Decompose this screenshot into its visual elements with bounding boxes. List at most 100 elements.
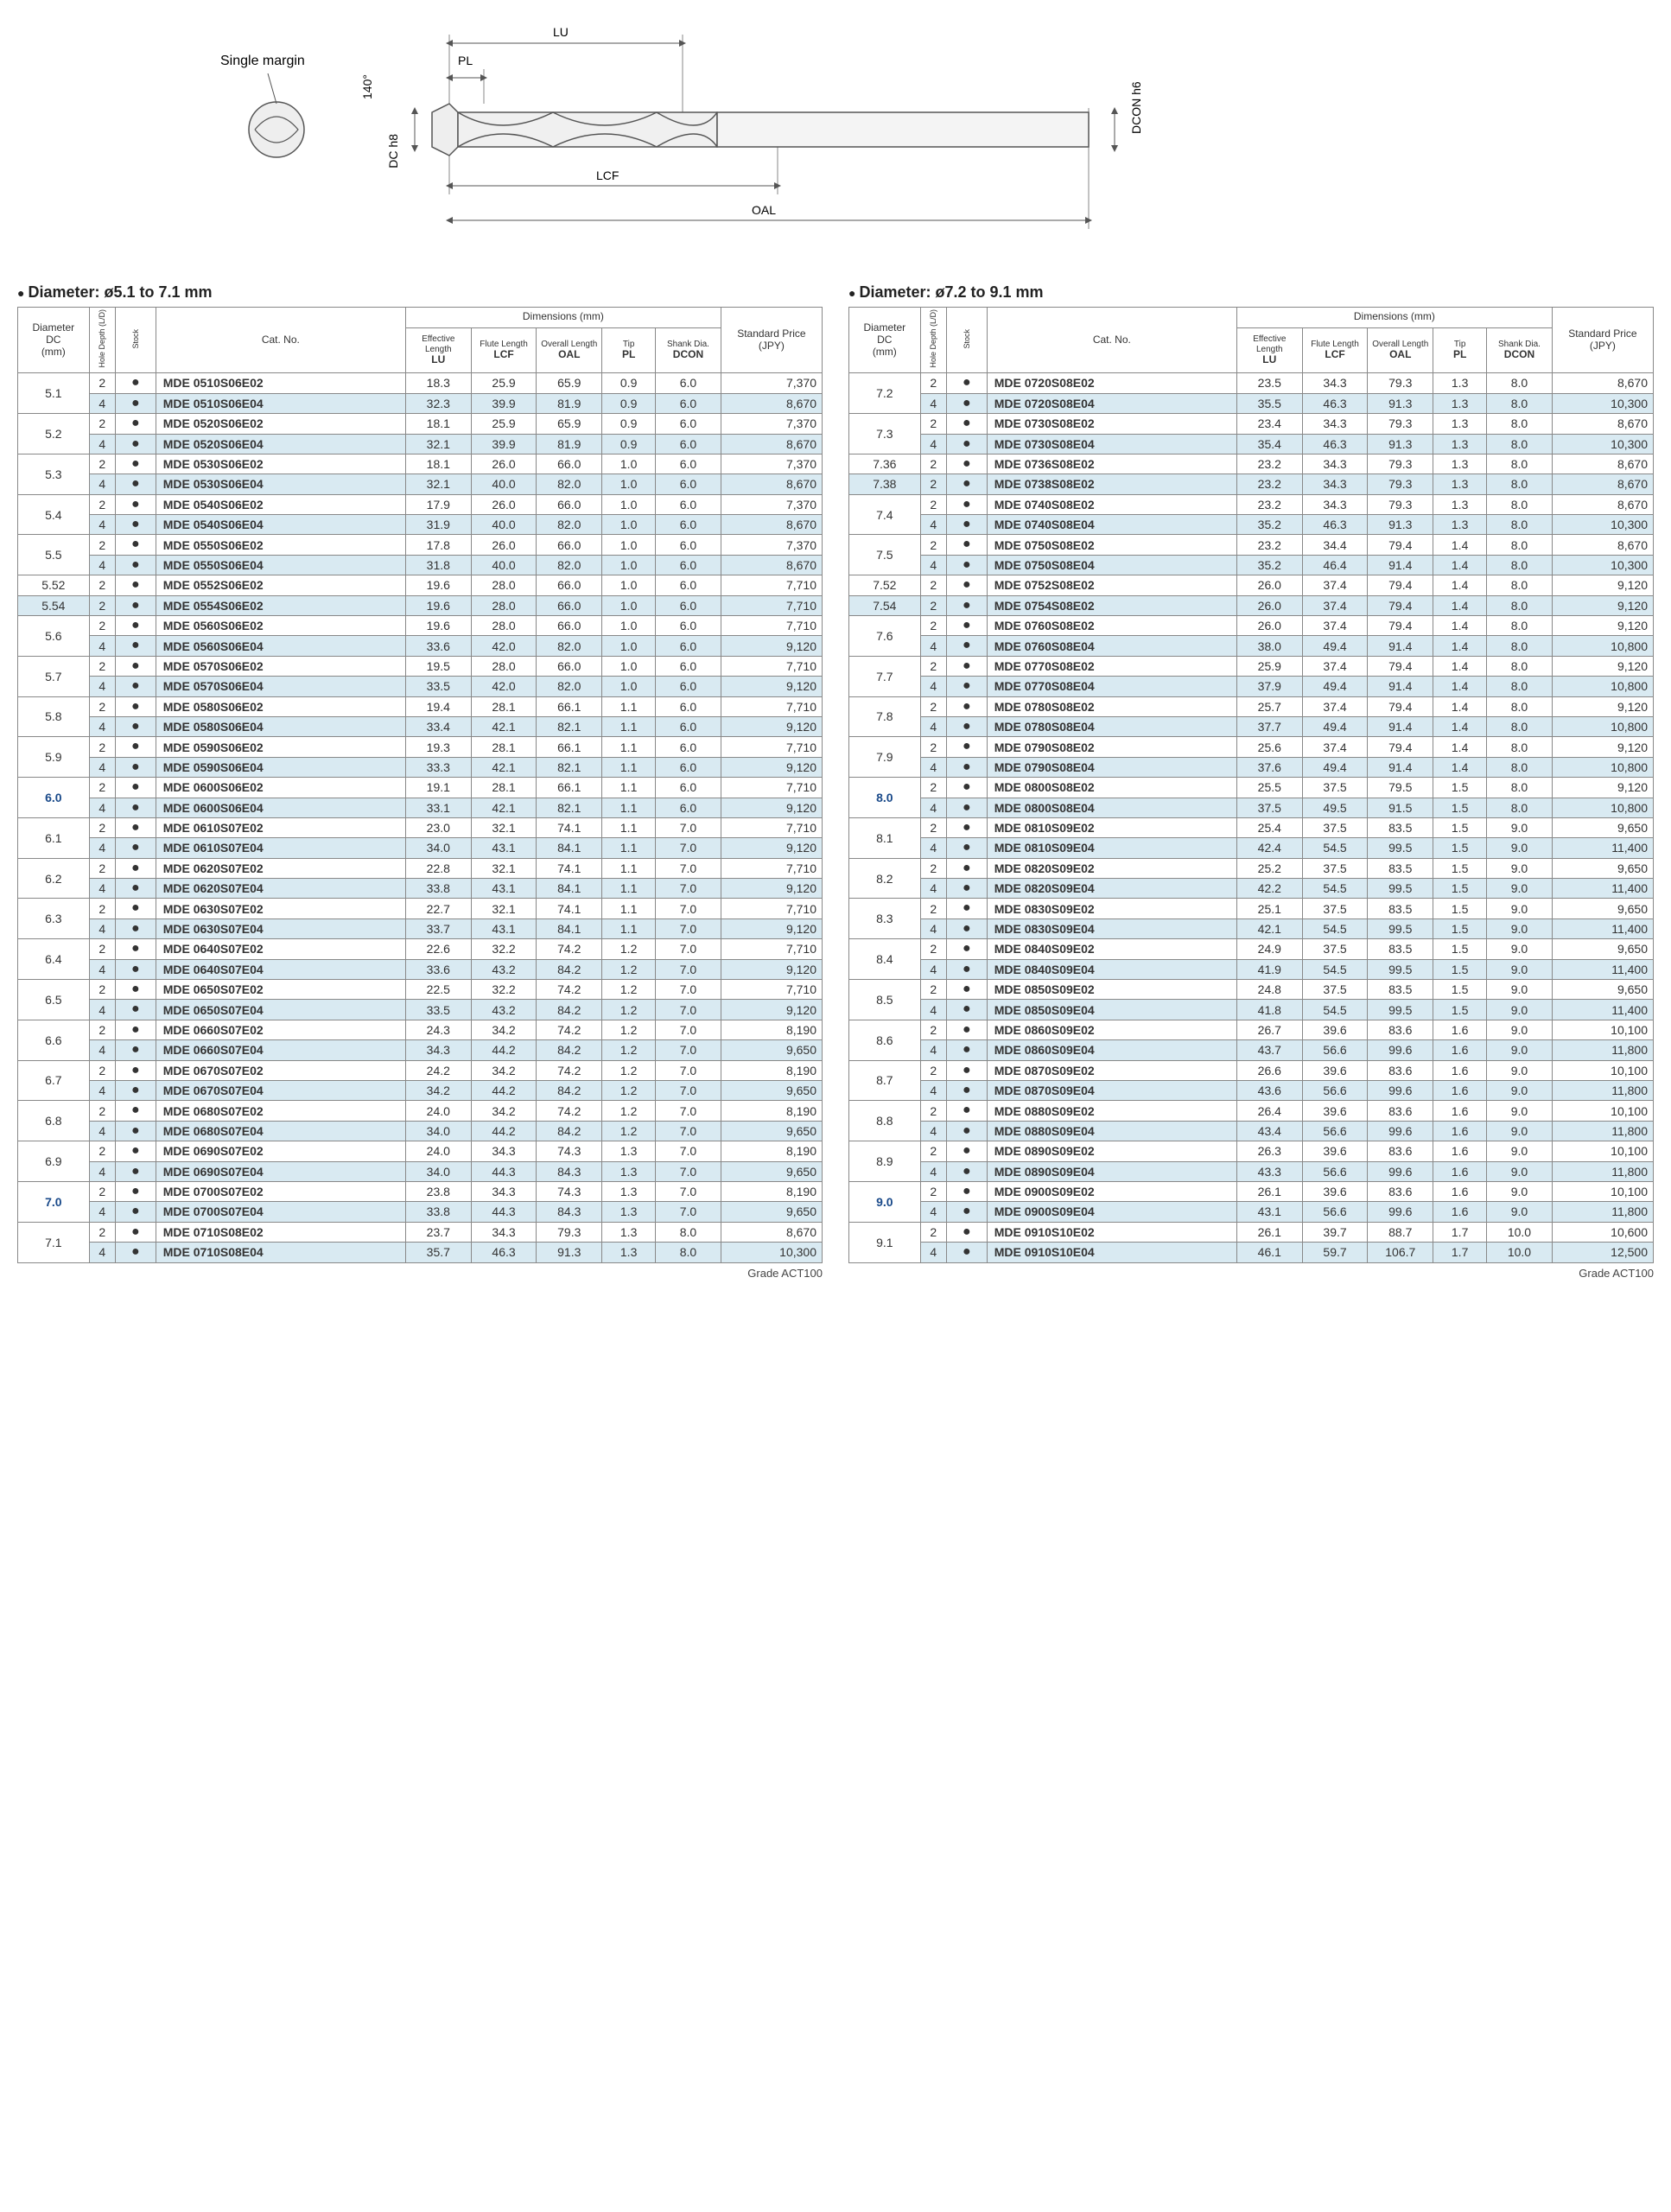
cell-stock: ● [946, 858, 987, 878]
table-row: 5.62●MDE 0560S06E0219.628.066.01.06.07,7… [18, 616, 823, 636]
cell-lcf: 39.6 [1302, 1060, 1368, 1080]
spec-table-1: DiameterDC(mm) Hole Depth (L/D) Stock Ca… [17, 307, 823, 1263]
cell-dcon: 9.0 [1487, 899, 1553, 918]
cell-stock: ● [946, 817, 987, 837]
cell-oal: 83.5 [1368, 939, 1433, 959]
cell-pl: 1.2 [602, 1081, 656, 1101]
cell-pl: 1.7 [1433, 1222, 1487, 1242]
cell-oal: 84.2 [537, 1000, 602, 1020]
cell-dcon: 9.0 [1487, 1040, 1553, 1060]
cell-pl: 1.0 [602, 656, 656, 676]
cell-dc: 5.4 [18, 494, 90, 535]
cell-lu: 26.0 [1236, 575, 1302, 595]
cell-stock: ● [115, 1000, 156, 1020]
cell-catno: MDE 0820S09E04 [987, 879, 1236, 899]
cell-depth: 4 [89, 918, 115, 938]
cell-lu: 43.3 [1236, 1161, 1302, 1181]
cell-oal: 79.4 [1368, 696, 1433, 716]
table-row: 4●MDE 0820S09E0442.254.599.51.59.011,400 [849, 879, 1654, 899]
cell-lcf: 37.5 [1302, 858, 1368, 878]
cell-price: 9,120 [721, 838, 822, 858]
cell-stock: ● [115, 677, 156, 696]
cell-dcon: 8.0 [656, 1243, 721, 1262]
cell-dcon: 8.0 [1487, 798, 1553, 817]
cell-pl: 1.2 [602, 939, 656, 959]
cell-depth: 4 [89, 1040, 115, 1060]
cell-lu: 24.0 [405, 1141, 471, 1161]
cell-lu: 33.7 [405, 918, 471, 938]
cell-catno: MDE 0680S07E04 [156, 1121, 405, 1141]
cell-dcon: 8.0 [656, 1222, 721, 1242]
cell-lu: 33.8 [405, 1202, 471, 1222]
cell-dc: 8.3 [849, 899, 921, 939]
hdr-dc: DiameterDC(mm) [32, 321, 74, 358]
table-row: 4●MDE 0550S06E0431.840.082.01.06.08,670 [18, 555, 823, 575]
cell-stock: ● [946, 1243, 987, 1262]
cell-depth: 2 [920, 858, 946, 878]
cell-lu: 23.8 [405, 1181, 471, 1201]
cell-pl: 1.4 [1433, 696, 1487, 716]
table-row: 4●MDE 0840S09E0441.954.599.51.59.011,400 [849, 959, 1654, 979]
cell-price: 9,120 [721, 879, 822, 899]
cell-dcon: 9.0 [1487, 1121, 1553, 1141]
cell-oal: 99.6 [1368, 1081, 1433, 1101]
cell-pl: 1.3 [1433, 393, 1487, 413]
hdr-catno: Cat. No. [156, 308, 405, 373]
table-row: 7.12●MDE 0710S08E0223.734.379.31.38.08,6… [18, 1222, 823, 1242]
cell-pl: 1.6 [1433, 1121, 1487, 1141]
cell-catno: MDE 0820S09E02 [987, 858, 1236, 878]
cell-oal: 66.0 [537, 595, 602, 615]
cell-lcf: 43.2 [471, 959, 537, 979]
cell-lcf: 32.1 [471, 899, 537, 918]
cell-catno: MDE 0550S06E02 [156, 535, 405, 555]
cell-price: 8,670 [721, 555, 822, 575]
cell-dc: 7.0 [18, 1181, 90, 1222]
cell-lcf: 25.9 [471, 373, 537, 393]
cell-oal: 83.5 [1368, 980, 1433, 1000]
cell-price: 9,120 [721, 798, 822, 817]
cell-catno: MDE 0570S06E02 [156, 656, 405, 676]
cell-dcon: 8.0 [1487, 757, 1553, 777]
cell-lu: 41.8 [1236, 1000, 1302, 1020]
cell-lcf: 40.0 [471, 555, 537, 575]
cell-dcon: 7.0 [656, 980, 721, 1000]
cell-lcf: 39.6 [1302, 1101, 1368, 1121]
cell-lu: 17.9 [405, 494, 471, 514]
cell-pl: 1.6 [1433, 1161, 1487, 1181]
cell-pl: 1.4 [1433, 616, 1487, 636]
table-row: 4●MDE 0610S07E0434.043.184.11.17.09,120 [18, 838, 823, 858]
cell-depth: 2 [920, 616, 946, 636]
cell-stock: ● [115, 1181, 156, 1201]
table-row: 5.52●MDE 0550S06E0217.826.066.01.06.07,3… [18, 535, 823, 555]
cell-dcon: 9.0 [1487, 1020, 1553, 1039]
cell-lu: 26.3 [1236, 1141, 1302, 1161]
cell-depth: 2 [920, 414, 946, 434]
cell-pl: 1.5 [1433, 1000, 1487, 1020]
cell-oal: 66.1 [537, 696, 602, 716]
cell-stock: ● [946, 373, 987, 393]
cell-oal: 82.0 [537, 555, 602, 575]
cell-lcf: 32.2 [471, 939, 537, 959]
cell-dcon: 8.0 [1487, 677, 1553, 696]
cell-catno: MDE 0600S06E02 [156, 778, 405, 798]
cell-lu: 41.9 [1236, 959, 1302, 979]
cell-oal: 84.2 [537, 959, 602, 979]
cell-price: 9,120 [721, 1000, 822, 1020]
cell-dcon: 6.0 [656, 555, 721, 575]
cell-catno: MDE 0640S07E04 [156, 959, 405, 979]
cell-pl: 1.4 [1433, 575, 1487, 595]
table-row: 8.82●MDE 0880S09E0226.439.683.61.69.010,… [849, 1101, 1654, 1121]
cell-oal: 66.0 [537, 575, 602, 595]
cell-price: 8,190 [721, 1181, 822, 1201]
cell-lu: 31.8 [405, 555, 471, 575]
cell-lcf: 34.2 [471, 1101, 537, 1121]
cell-lu: 18.3 [405, 373, 471, 393]
cell-depth: 2 [89, 858, 115, 878]
cell-dcon: 9.0 [1487, 939, 1553, 959]
cell-lcf: 37.4 [1302, 595, 1368, 615]
hdr-depth: Hole Depth (L/D) [929, 309, 937, 368]
cell-oal: 83.6 [1368, 1101, 1433, 1121]
cell-lcf: 54.5 [1302, 838, 1368, 858]
cell-lcf: 34.2 [471, 1060, 537, 1080]
cell-stock: ● [946, 879, 987, 899]
